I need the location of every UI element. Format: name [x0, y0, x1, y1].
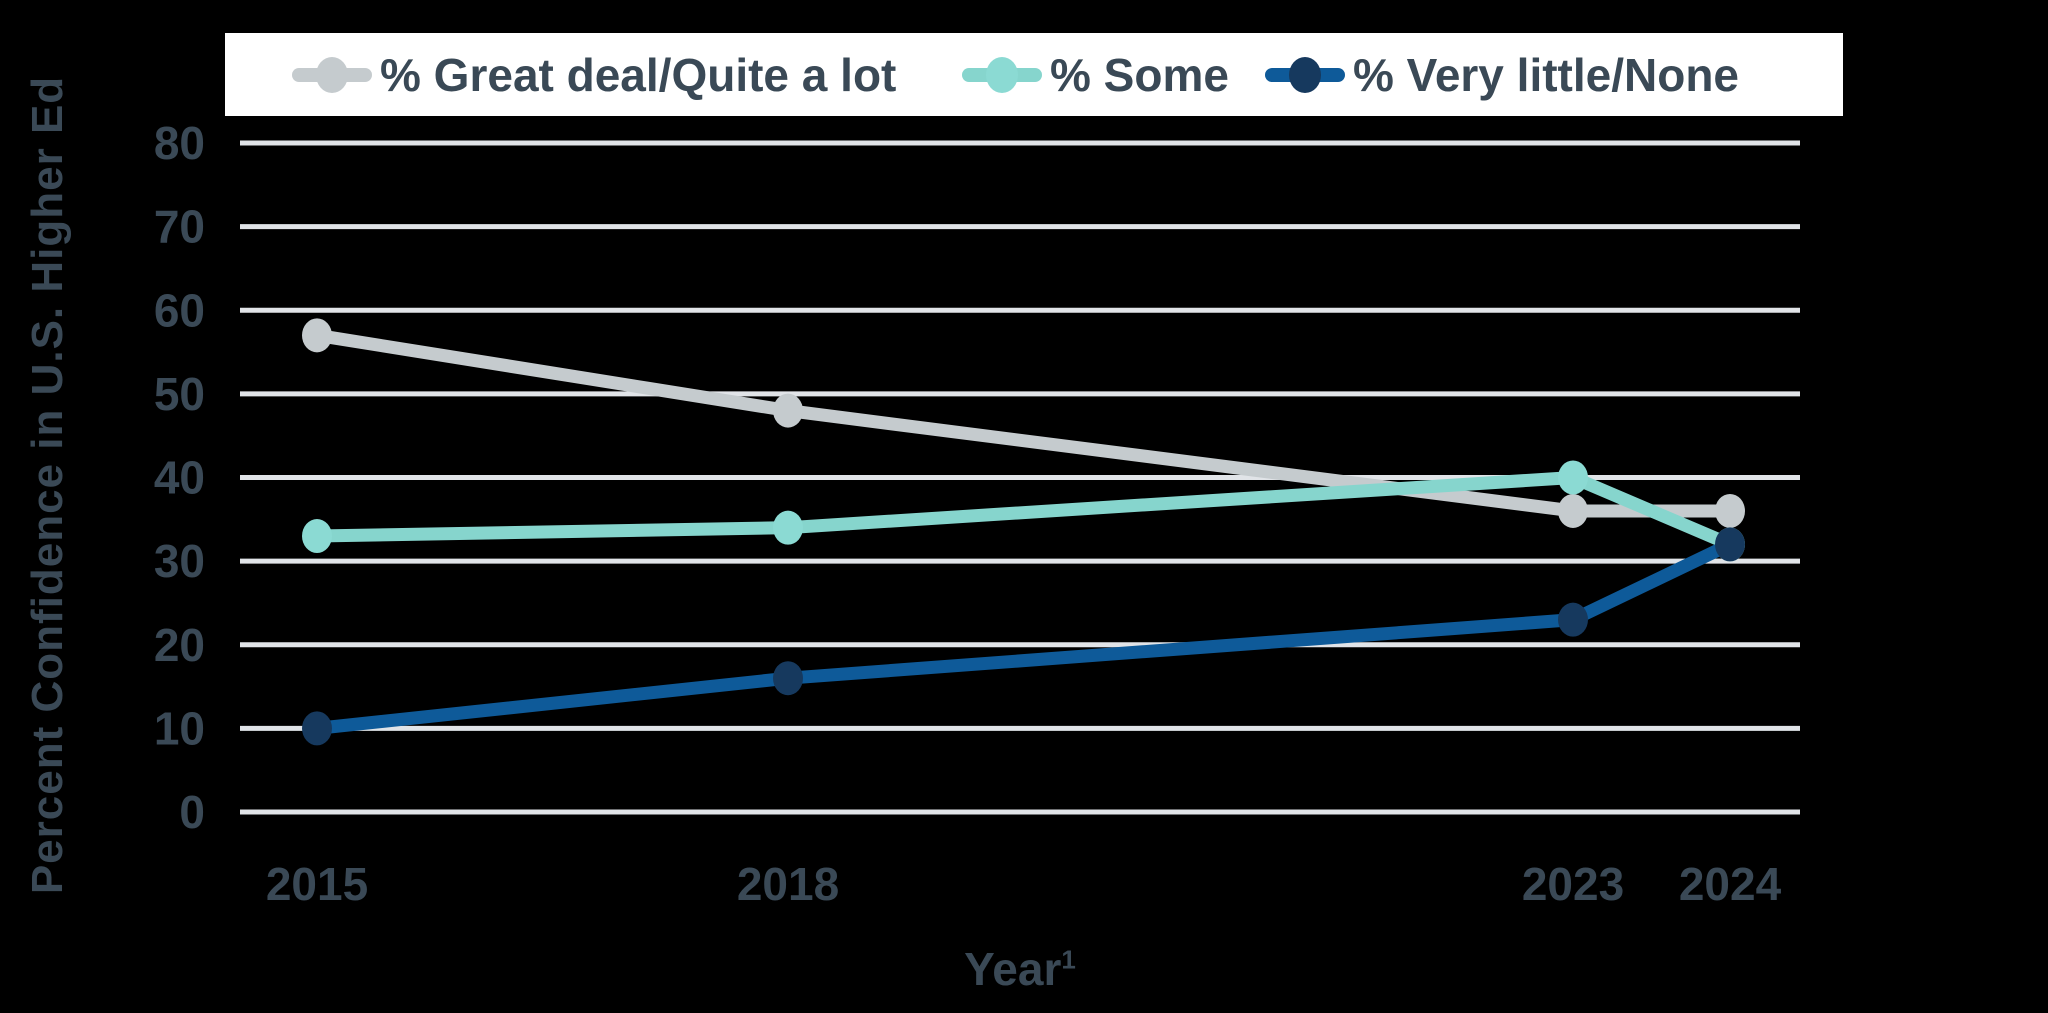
legend-label: % Very little/None: [1353, 48, 1740, 101]
series-line-2: [310, 537, 1737, 735]
x-tick-label: 2024: [1679, 858, 1782, 910]
legend-marker-some: [962, 53, 1042, 97]
x-tick-label: 2015: [266, 858, 368, 910]
legend-marker-very-little: [1265, 53, 1345, 97]
x-axis-title-superscript: 1: [1061, 944, 1076, 975]
legend-item-some[interactable]: % Some: [962, 33, 1229, 116]
data-point-marker-s2-2024[interactable]: [1715, 527, 1745, 562]
legend-item-great-deal[interactable]: % Great deal/Quite a lot: [292, 33, 896, 116]
legend: % Great deal/Quite a lot % Some % Very l…: [225, 33, 1843, 116]
series-line-1: [310, 471, 1737, 551]
y-tick-label: 70: [154, 201, 205, 253]
data-point-marker-s1-2015[interactable]: [302, 519, 332, 554]
legend-item-very-little[interactable]: % Very little/None: [1265, 33, 1739, 116]
data-point-marker-s1-2018[interactable]: [773, 510, 803, 545]
y-tick-label: 30: [154, 535, 205, 587]
data-point-marker-s0-2023[interactable]: [1558, 493, 1588, 528]
legend-label: % Great deal/Quite a lot: [380, 48, 897, 101]
y-tick-label: 40: [154, 452, 205, 504]
y-tick-label: 0: [179, 786, 205, 838]
data-point-marker-s0-2024[interactable]: [1715, 493, 1745, 528]
data-point-marker-s1-2023[interactable]: [1558, 460, 1588, 495]
legend-marker-great-deal: [292, 53, 372, 97]
y-axis-title: Percent Confidence in U.S. Higher Ed: [23, 75, 72, 895]
y-tick-label: 50: [154, 368, 205, 420]
x-tick-label: 2018: [737, 858, 839, 910]
x-tick-label: 2023: [1522, 858, 1624, 910]
y-tick-label: 60: [154, 284, 205, 336]
y-tick-label: 10: [154, 702, 205, 754]
data-point-marker-s2-2015[interactable]: [302, 711, 332, 746]
legend-dot-swatch: [316, 56, 348, 93]
x-axis-title: Year1: [964, 942, 1076, 996]
legend-dot-swatch: [986, 56, 1018, 93]
y-tick-label: 80: [154, 117, 205, 169]
legend-dot-swatch: [1289, 56, 1321, 93]
y-tick-label: 20: [154, 619, 205, 671]
legend-label: % Some: [1050, 48, 1229, 101]
data-point-marker-s0-2015[interactable]: [302, 318, 332, 353]
data-point-marker-s2-2023[interactable]: [1558, 602, 1588, 637]
x-axis-title-text: Year: [964, 943, 1062, 995]
data-point-marker-s0-2018[interactable]: [773, 393, 803, 428]
data-point-marker-s2-2018[interactable]: [773, 661, 803, 696]
